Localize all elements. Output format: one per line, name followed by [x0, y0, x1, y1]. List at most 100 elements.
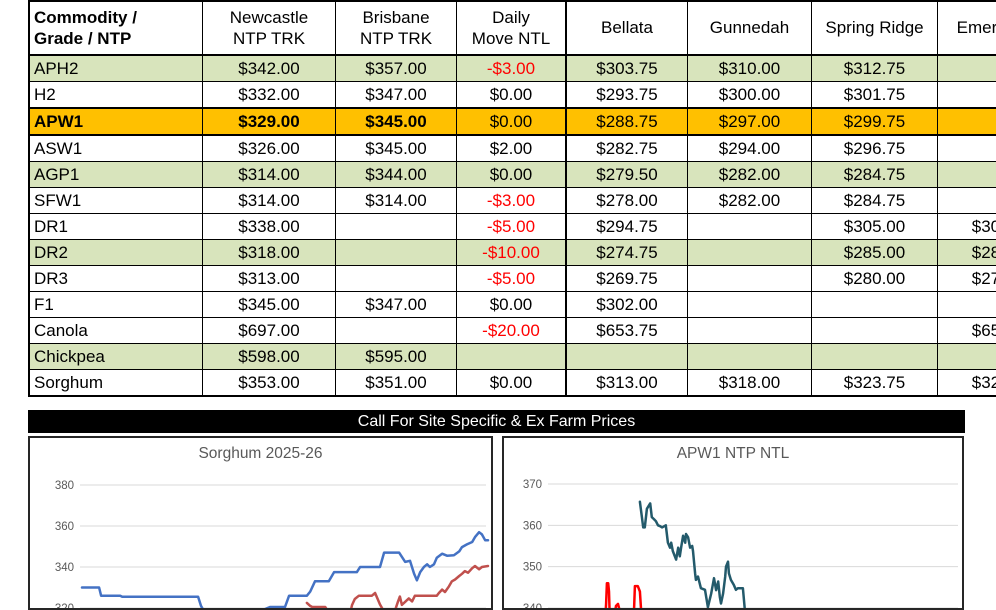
price-cell[interactable]: [937, 187, 996, 214]
price-cell[interactable]: $357.00: [335, 54, 457, 82]
price-cell[interactable]: $353.00: [202, 369, 336, 397]
header-cell[interactable]: Gunnedah: [687, 0, 812, 56]
chart-apw1[interactable]: 370 360 350 340 APW1 NTP NTL: [502, 436, 964, 610]
price-cell[interactable]: $300.00: [687, 81, 812, 109]
price-cell[interactable]: $658.75: [937, 317, 996, 344]
price-cell[interactable]: $280.00: [811, 265, 938, 292]
price-cell[interactable]: [811, 343, 938, 370]
price-cell[interactable]: [335, 265, 457, 292]
price-cell[interactable]: $303.75: [565, 54, 688, 82]
price-cell[interactable]: $301.00: [937, 213, 996, 240]
daily-move-cell[interactable]: $0.00: [456, 369, 567, 397]
price-cell[interactable]: [687, 213, 812, 240]
daily-move-cell[interactable]: $0.00: [456, 291, 567, 318]
price-cell[interactable]: [937, 107, 996, 136]
price-cell[interactable]: $345.00: [202, 291, 336, 318]
daily-move-cell[interactable]: $2.00: [456, 134, 567, 162]
commodity-cell[interactable]: APH2: [28, 54, 203, 82]
price-cell[interactable]: $313.00: [565, 369, 688, 397]
price-cell[interactable]: $314.00: [335, 187, 457, 214]
price-cell[interactable]: [937, 343, 996, 370]
header-cell[interactable]: Daily Move NTL: [456, 0, 567, 56]
daily-move-cell[interactable]: [456, 343, 567, 370]
price-cell[interactable]: $313.00: [202, 265, 336, 292]
price-cell[interactable]: [335, 239, 457, 266]
price-cell[interactable]: $284.75: [811, 161, 938, 188]
price-cell[interactable]: $282.75: [565, 134, 688, 162]
price-cell[interactable]: $312.75: [811, 54, 938, 82]
price-cell[interactable]: $282.00: [687, 187, 812, 214]
price-cell[interactable]: $326.00: [202, 134, 336, 162]
price-cell[interactable]: $345.00: [335, 134, 457, 162]
commodity-cell[interactable]: APW1: [28, 107, 203, 136]
price-cell[interactable]: $288.75: [565, 107, 688, 136]
price-cell[interactable]: $351.00: [335, 369, 457, 397]
price-cell[interactable]: $347.00: [335, 291, 457, 318]
price-cell[interactable]: $278.00: [565, 187, 688, 214]
price-cell[interactable]: $342.00: [202, 54, 336, 82]
price-cell[interactable]: $302.00: [565, 291, 688, 318]
chart-sorghum[interactable]: 380 360 340 320 Sorghum 2025-26: [28, 436, 493, 610]
price-cell[interactable]: $314.00: [202, 187, 336, 214]
price-cell[interactable]: $305.00: [811, 213, 938, 240]
daily-move-cell[interactable]: -$3.00: [456, 187, 567, 214]
price-cell[interactable]: [565, 343, 688, 370]
header-cell[interactable]: Newcastle NTP TRK: [202, 0, 336, 56]
daily-move-cell[interactable]: -$5.00: [456, 213, 567, 240]
price-cell[interactable]: $296.75: [811, 134, 938, 162]
price-cell[interactable]: [687, 291, 812, 318]
price-cell[interactable]: $329.00: [202, 107, 336, 136]
price-cell[interactable]: $653.75: [565, 317, 688, 344]
price-cell[interactable]: [811, 291, 938, 318]
price-cell[interactable]: $297.00: [687, 107, 812, 136]
daily-move-cell[interactable]: -$10.00: [456, 239, 567, 266]
header-cell[interactable]: Commodity / Grade / NTP: [28, 0, 203, 56]
commodity-cell[interactable]: Sorghum: [28, 369, 203, 397]
price-cell[interactable]: [937, 291, 996, 318]
price-cell[interactable]: $294.75: [565, 213, 688, 240]
daily-move-cell[interactable]: -$5.00: [456, 265, 567, 292]
price-cell[interactable]: $274.75: [565, 239, 688, 266]
price-cell[interactable]: $347.00: [335, 81, 457, 109]
commodity-cell[interactable]: F1: [28, 291, 203, 318]
commodity-cell[interactable]: DR3: [28, 265, 203, 292]
price-cell[interactable]: $293.75: [565, 81, 688, 109]
price-cell[interactable]: [687, 317, 812, 344]
commodity-cell[interactable]: SFW1: [28, 187, 203, 214]
price-cell[interactable]: $294.00: [687, 134, 812, 162]
daily-move-cell[interactable]: $0.00: [456, 81, 567, 109]
price-cell[interactable]: [335, 213, 457, 240]
price-cell[interactable]: $318.00: [687, 369, 812, 397]
price-cell[interactable]: $314.00: [202, 161, 336, 188]
price-cell[interactable]: $323.75: [811, 369, 938, 397]
price-cell[interactable]: [687, 265, 812, 292]
price-cell[interactable]: [937, 161, 996, 188]
price-cell[interactable]: [811, 317, 938, 344]
daily-move-cell[interactable]: -$20.00: [456, 317, 567, 344]
price-cell[interactable]: $338.00: [202, 213, 336, 240]
price-cell[interactable]: $332.00: [202, 81, 336, 109]
price-cell[interactable]: $598.00: [202, 343, 336, 370]
price-cell[interactable]: [937, 134, 996, 162]
price-cell[interactable]: [687, 343, 812, 370]
commodity-cell[interactable]: ASW1: [28, 134, 203, 162]
price-cell[interactable]: [335, 317, 457, 344]
header-cell[interactable]: Emerald Hill: [937, 0, 996, 56]
header-cell[interactable]: Spring Ridge: [811, 0, 938, 56]
daily-move-cell[interactable]: $0.00: [456, 161, 567, 188]
commodity-cell[interactable]: DR1: [28, 213, 203, 240]
price-cell[interactable]: $284.75: [811, 187, 938, 214]
commodity-cell[interactable]: Canola: [28, 317, 203, 344]
price-cell[interactable]: $697.00: [202, 317, 336, 344]
price-cell[interactable]: $595.00: [335, 343, 457, 370]
price-cell[interactable]: $301.75: [811, 81, 938, 109]
price-cell[interactable]: [937, 81, 996, 109]
header-cell[interactable]: Bellata: [565, 0, 688, 56]
price-cell[interactable]: $282.00: [687, 161, 812, 188]
daily-move-cell[interactable]: -$3.00: [456, 54, 567, 82]
price-cell[interactable]: $285.00: [811, 239, 938, 266]
price-cell[interactable]: $279.50: [565, 161, 688, 188]
header-cell[interactable]: Brisbane NTP TRK: [335, 0, 457, 56]
price-cell[interactable]: $310.00: [687, 54, 812, 82]
price-cell[interactable]: $321.00: [937, 369, 996, 397]
